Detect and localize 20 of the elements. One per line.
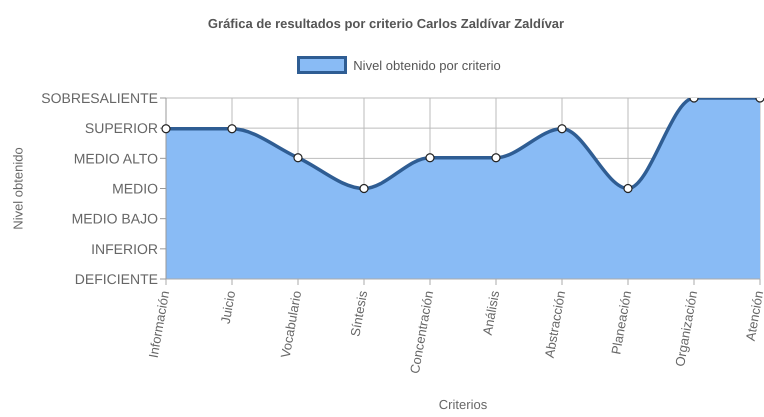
- x-tick-label: Planeación: [608, 290, 634, 356]
- text: SUPERIOR: [84, 120, 158, 136]
- text: MEDIO: [112, 180, 158, 196]
- x-tick-label: Organización: [672, 290, 700, 368]
- x-tick-label: Abstracción: [542, 290, 568, 360]
- x-axis-title: Criterios: [438, 397, 488, 412]
- x-tick-label: Atención: [742, 290, 764, 342]
- x-tick-label: Vocabulario: [278, 290, 304, 360]
- text: MEDIO ALTO: [74, 150, 158, 166]
- x-tick-label: Síntesis: [347, 289, 370, 338]
- text: INFERIOR: [91, 240, 158, 257]
- text: MEDIO BAJO: [72, 210, 158, 227]
- x-tick-label: Juicio: [218, 290, 238, 325]
- chart-title: Gráfica de resultados por criterio Carlos Zaldívar Zaldívar: [206, 16, 566, 31]
- legend-label: Nivel obtenido por criterio: [352, 56, 501, 74]
- text: DEFICIENTE: [74, 271, 158, 287]
- text: SOBRESALIENTE: [41, 90, 158, 106]
- text: Nivel obtenido: [10, 147, 26, 230]
- x-tick-label: Análisis: [480, 289, 502, 336]
- x-tick-label: Información: [146, 290, 172, 360]
